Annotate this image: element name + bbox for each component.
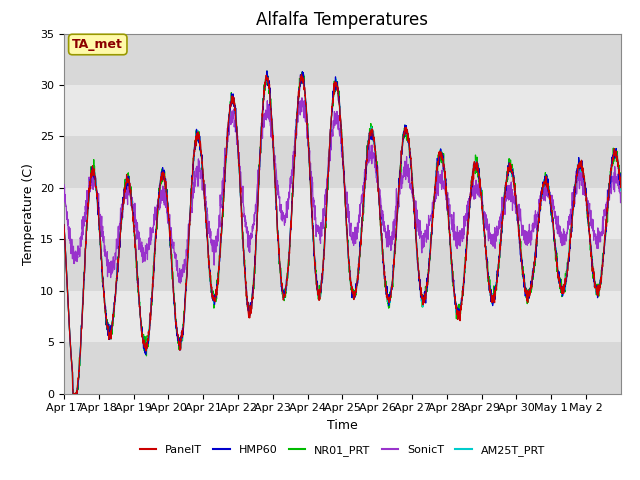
Bar — [64, 136, 621, 188]
Bar — [64, 342, 621, 394]
Bar — [64, 85, 621, 136]
Bar — [64, 188, 621, 240]
Legend: PanelT, HMP60, NR01_PRT, SonicT, AM25T_PRT: PanelT, HMP60, NR01_PRT, SonicT, AM25T_P… — [135, 440, 550, 460]
Y-axis label: Temperature (C): Temperature (C) — [22, 163, 35, 264]
Bar — [64, 291, 621, 342]
Title: Alfalfa Temperatures: Alfalfa Temperatures — [257, 11, 428, 29]
X-axis label: Time: Time — [327, 419, 358, 432]
Bar — [64, 34, 621, 85]
Text: TA_met: TA_met — [72, 38, 124, 51]
Bar — [64, 240, 621, 291]
